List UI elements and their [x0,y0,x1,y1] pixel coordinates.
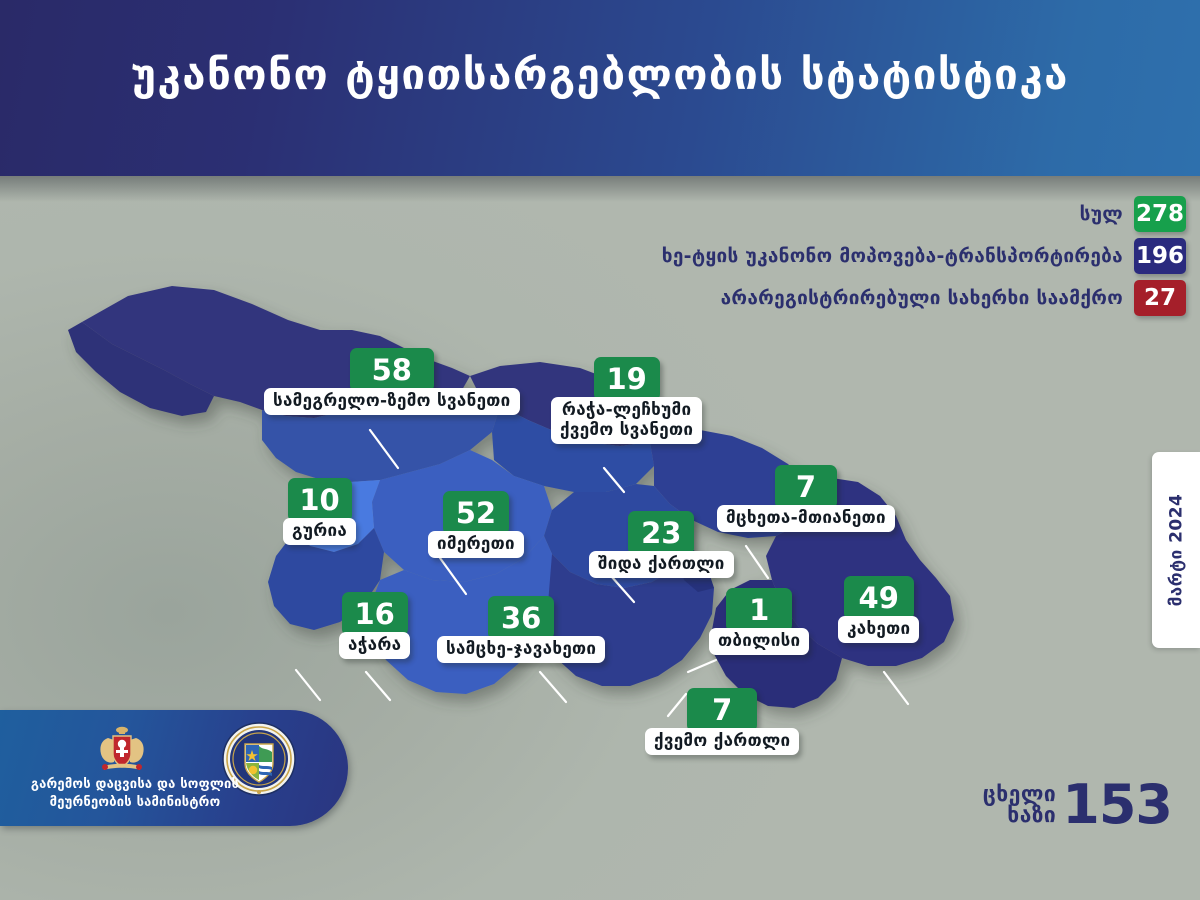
marker-label-mtskheta: მცხეთა-მთიანეთი [717,505,895,533]
legend-row-total: სულ 278 [1080,196,1186,232]
marker-value-guria: 10 [287,478,352,522]
marker-samtskhe[interactable]: 36 სამცხე-ჯავახეთი [437,596,606,664]
marker-shida-kartli[interactable]: 23 შიდა ქართლი [589,511,734,579]
marker-value-imereti: 52 [442,491,509,535]
legend-label-sawmill: არარეგისტრირებული სახერხი საამქრო [720,287,1123,309]
marker-value-racha: 19 [593,357,660,401]
marker-label-samtskhe: სამცხე-ჯავახეთი [437,636,606,664]
marker-label-guria: გურია [283,518,357,546]
marker-label-tbilisi: თბილისი [709,628,810,656]
marker-value-samegrelo: 58 [349,348,434,392]
ministry-name: გარემოს დაცვისა და სოფლის მეურნეობის სამ… [10,776,260,811]
ministry-seal-icon [222,722,296,796]
legend: სულ 278 ხე-ტყის უკანონო მოპოვება-ტრანსპო… [662,196,1186,316]
marker-value-adjara: 16 [341,592,408,636]
marker-label-kakheti: კახეთი [838,616,920,644]
legend-label-logging: ხე-ტყის უკანონო მოპოვება-ტრანსპორტირება [661,245,1123,267]
marker-value-kvemo-kartli: 7 [687,688,758,732]
marker-racha[interactable]: 19 რაჭა-ლეჩხუმი ქვემო სვანეთი [551,357,703,445]
marker-kakheti[interactable]: 49 კახეთი [838,576,920,644]
legend-row-sawmill: არარეგისტრირებული სახერხი საამქრო 27 [721,280,1186,316]
marker-value-tbilisi: 1 [726,588,793,632]
legend-badge-logging: 196 [1134,238,1186,274]
marker-kvemo-kartli[interactable]: 7 ქვემო ქართლი [645,688,800,756]
marker-label-samegrelo: სამეგრელო-ზემო სვანეთი [264,388,520,416]
coat-of-arms-icon [100,726,144,770]
marker-label-kvemo-kartli: ქვემო ქართლი [645,728,800,756]
ministry-footer: გარემოს დაცვისა და სოფლის მეურნეობის სამ… [0,710,348,826]
marker-guria[interactable]: 10 გურია [283,478,357,546]
marker-label-shida-kartli: შიდა ქართლი [589,551,734,579]
header-banner: უკანონო ტყითსარგებლობის სტატისტიკა [0,0,1200,176]
marker-imereti[interactable]: 52 იმერეთი [428,491,524,559]
marker-tbilisi[interactable]: 1 თბილისი [709,588,810,656]
header-shadow [0,176,1200,202]
ministry-name-line2: მეურნეობის სამინისტრო [49,794,221,810]
marker-label-imereti: იმერეთი [428,531,524,559]
legend-label-total: სულ [1079,203,1123,225]
marker-label-adjara: აჭარა [339,632,411,660]
legend-row-logging: ხე-ტყის უკანონო მოპოვება-ტრანსპორტირება … [662,238,1186,274]
marker-adjara[interactable]: 16 აჭარა [339,592,411,660]
hotline: ცხელი ხაზი 153 [983,773,1173,836]
month-badge-label: მარტი 2024 [1166,493,1187,607]
marker-samegrelo[interactable]: 58 სამეგრელო-ზემო სვანეთი [264,348,520,416]
hotline-label-line2: ხაზი [1007,803,1057,828]
hotline-label: ცხელი ხაზი [983,784,1057,826]
ministry-name-line1: გარემოს დაცვისა და სოფლის [30,777,240,792]
hotline-label-line1: ცხელი [982,782,1057,807]
legend-badge-total: 278 [1134,196,1186,232]
marker-value-mtskheta: 7 [774,465,837,509]
page-title: უკანონო ტყითსარგებლობის სტატისტიკა [131,50,1069,99]
map-region-abkhazia-tail [68,322,214,416]
marker-mtskheta[interactable]: 7 მცხეთა-მთიანეთი [717,465,895,533]
legend-badge-sawmill: 27 [1134,280,1186,316]
hotline-number: 153 [1062,773,1173,836]
marker-value-shida-kartli: 23 [628,511,695,555]
marker-value-samtskhe: 36 [488,596,555,640]
marker-value-kakheti: 49 [843,576,914,620]
month-badge: მარტი 2024 [1152,452,1200,648]
marker-label-racha: რაჭა-ლეჩხუმი ქვემო სვანეთი [551,397,703,445]
